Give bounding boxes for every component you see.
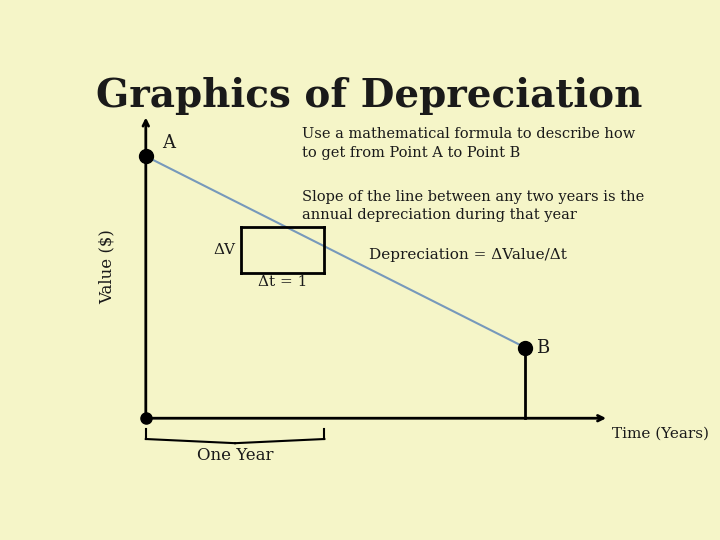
- Text: Graphics of Depreciation: Graphics of Depreciation: [96, 77, 642, 115]
- Text: B: B: [536, 339, 549, 356]
- Text: ΔV: ΔV: [213, 243, 235, 257]
- Text: Depreciation = ΔValue/Δt: Depreciation = ΔValue/Δt: [369, 248, 567, 262]
- Text: Value ($): Value ($): [98, 229, 115, 304]
- Text: Δt = 1: Δt = 1: [258, 275, 307, 289]
- Text: Time (Years): Time (Years): [612, 427, 708, 441]
- Text: One Year: One Year: [197, 447, 274, 464]
- Text: A: A: [163, 134, 176, 152]
- Text: Use a mathematical formula to describe how
to get from Point A to Point B: Use a mathematical formula to describe h…: [302, 127, 635, 160]
- Text: Slope of the line between any two years is the
annual depreciation during that y: Slope of the line between any two years …: [302, 190, 644, 222]
